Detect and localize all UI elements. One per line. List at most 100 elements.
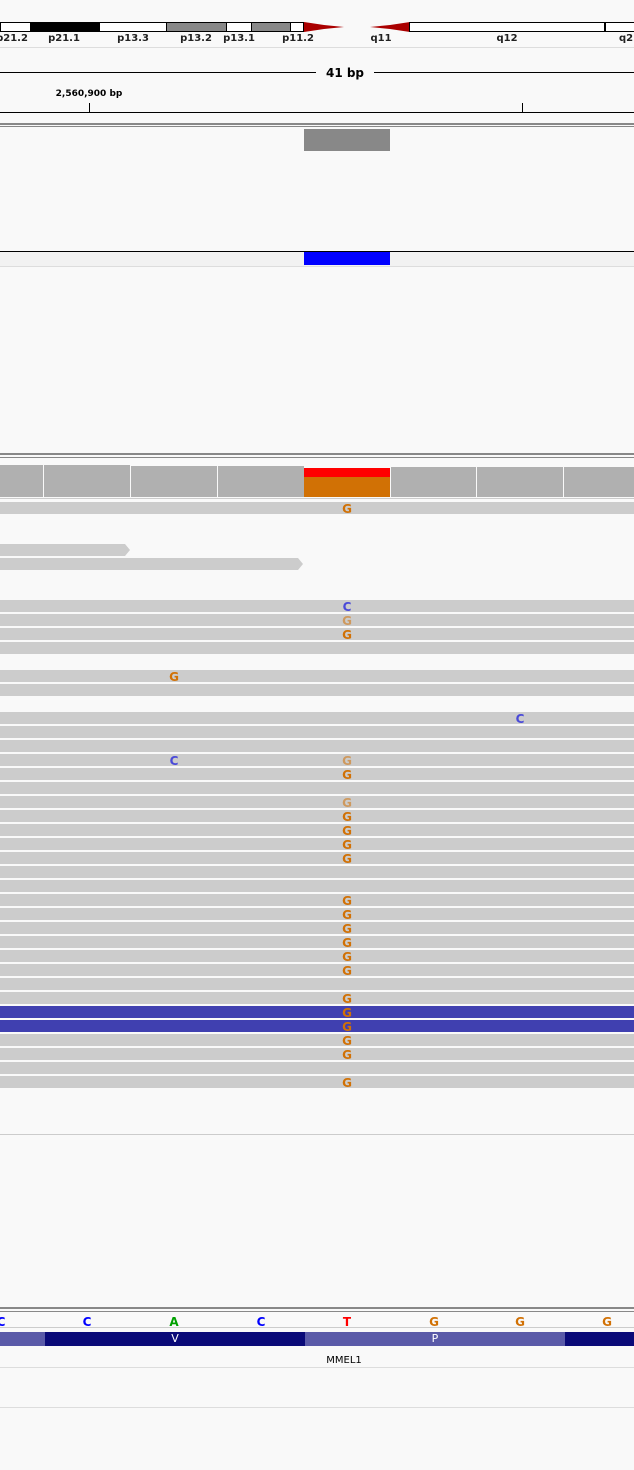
band-p21-1 <box>30 22 100 32</box>
alignment-read[interactable] <box>0 866 634 878</box>
panel-divider <box>0 457 634 458</box>
alignment-read[interactable] <box>0 964 634 976</box>
chromosome-ideogram[interactable]: p21.2 p21.1 p13.3 p13.2 p13.1 p11.2 q11 … <box>0 10 634 44</box>
mismatch-base: G <box>342 796 352 810</box>
alignment-read[interactable] <box>0 1020 634 1032</box>
alignment-read[interactable] <box>0 1034 634 1046</box>
panel-divider <box>0 126 634 127</box>
alignment-read[interactable] <box>0 838 634 850</box>
band-label: q2 <box>618 33 634 44</box>
alignment-read[interactable] <box>0 684 634 696</box>
panel-divider <box>0 1311 634 1312</box>
feature-block[interactable] <box>304 129 390 151</box>
divider <box>0 47 634 48</box>
alignment-read[interactable] <box>0 950 634 962</box>
alignment-read[interactable] <box>0 1048 634 1060</box>
mismatch-base: G <box>342 964 352 978</box>
alignment-read[interactable] <box>0 600 634 612</box>
alignment-read[interactable] <box>0 754 634 766</box>
alignment-read[interactable] <box>0 978 634 990</box>
band-label: p21.1 <box>48 33 80 44</box>
mismatch-base: G <box>342 754 352 768</box>
mismatch-base: G <box>342 922 352 936</box>
mismatch-base: G <box>342 810 352 824</box>
sequence-base: C <box>0 1315 6 1329</box>
mismatch-base: G <box>342 614 352 628</box>
coverage-bar[interactable] <box>0 465 43 497</box>
band-q11 <box>409 22 605 32</box>
ruler-span-line <box>0 72 316 73</box>
alignment-read[interactable] <box>0 642 634 654</box>
band-p11-2 <box>251 22 291 32</box>
sequence-base: C <box>256 1315 266 1329</box>
track-divider <box>0 1407 634 1408</box>
alignment-read[interactable] <box>0 782 634 794</box>
codon-segment <box>565 1332 634 1346</box>
sequence-base: A <box>169 1315 179 1329</box>
ruler[interactable]: 41 bp 2,560,900 bp <box>0 60 634 114</box>
alignment-read[interactable] <box>0 712 634 724</box>
sequence-base: C <box>82 1315 92 1329</box>
coverage-bar[interactable] <box>476 467 563 497</box>
mismatch-base: G <box>342 1076 352 1090</box>
coverage-bar[interactable] <box>563 467 634 497</box>
mismatch-base: C <box>515 712 525 726</box>
ruler-span-line <box>374 72 634 73</box>
alignment-read[interactable] <box>0 740 634 752</box>
alignment-read[interactable] <box>0 768 634 780</box>
alignment-read[interactable] <box>0 558 303 570</box>
alignment-read[interactable] <box>0 922 634 934</box>
alignment-read[interactable] <box>0 670 634 682</box>
ruler-tick <box>522 103 523 112</box>
mismatch-base: G <box>342 936 352 950</box>
alignment-read[interactable] <box>0 796 634 808</box>
band-label: p21.2 <box>0 33 28 44</box>
band-q2 <box>605 22 634 32</box>
centromere-icon <box>304 22 410 32</box>
band-p11-1 <box>291 22 304 32</box>
ruler-baseline <box>0 112 634 113</box>
band-label: p11.2 <box>282 33 314 44</box>
sequence-base: T <box>342 1315 352 1329</box>
alignment-read[interactable] <box>0 908 634 920</box>
mismatch-base: C <box>342 600 352 614</box>
alignment-read[interactable] <box>0 544 130 556</box>
alignment-read[interactable] <box>0 726 634 738</box>
alignment-read[interactable] <box>0 614 634 626</box>
alignment-read[interactable] <box>0 824 634 836</box>
alignment-read[interactable] <box>0 880 634 892</box>
feature-block[interactable] <box>304 252 390 265</box>
mismatch-base: C <box>169 754 179 768</box>
codon-segment <box>305 1332 565 1346</box>
mismatch-base: G <box>342 1020 352 1034</box>
mismatch-base: G <box>342 950 352 964</box>
sequence-base: G <box>602 1315 612 1329</box>
alignment-read[interactable] <box>0 936 634 948</box>
panel-divider <box>0 123 634 125</box>
panel-divider <box>0 453 634 455</box>
alignment-read[interactable] <box>0 992 634 1004</box>
mismatch-base: G <box>342 838 352 852</box>
track-divider <box>0 251 634 252</box>
alignment-read[interactable] <box>0 502 634 514</box>
alignment-read[interactable] <box>0 894 634 906</box>
mismatch-base: G <box>342 1034 352 1048</box>
coverage-bar[interactable] <box>43 465 130 497</box>
mismatch-base: G <box>342 894 352 908</box>
alignment-read[interactable] <box>0 1006 634 1018</box>
coverage-bar[interactable] <box>217 466 304 497</box>
alignment-read[interactable] <box>0 852 634 864</box>
coverage-mismatch-t <box>304 468 390 477</box>
band-label: q11 <box>370 33 392 44</box>
band-p13-2 <box>166 22 227 32</box>
track-divider <box>0 1327 634 1328</box>
sequence-base: G <box>515 1315 525 1329</box>
band-label: p13.2 <box>180 33 212 44</box>
alignment-read[interactable] <box>0 1076 634 1088</box>
coverage-bar[interactable] <box>390 467 476 497</box>
alignment-read[interactable] <box>0 628 634 640</box>
alignment-read[interactable] <box>0 810 634 822</box>
alignment-read[interactable] <box>0 1062 634 1074</box>
gene-name[interactable]: MMEL1 <box>326 1355 362 1366</box>
coverage-bar[interactable] <box>130 466 217 497</box>
